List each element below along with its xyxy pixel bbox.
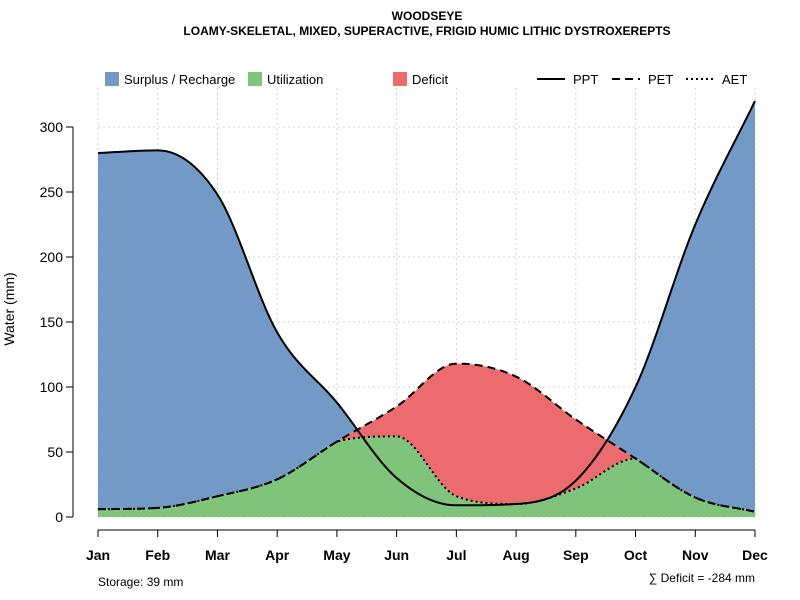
y-tick-label: 300: [40, 119, 64, 135]
storage-note: Storage: 39 mm: [98, 575, 183, 589]
x-tick-label-oct: Oct: [624, 547, 648, 563]
legend-item-deficit: Deficit: [393, 72, 449, 87]
legend-label: PPT: [573, 72, 598, 87]
axes: 0 50 100 150 200 250 300 Jan Feb Mar Apr May Jun Jul A…: [40, 119, 768, 563]
y-tick-label: 100: [40, 379, 64, 395]
y-tick-label: 150: [40, 314, 64, 330]
x-tick-label-dec: Dec: [742, 547, 768, 563]
series-lines: [97, 100, 756, 513]
x-tick-label-sep: Sep: [563, 547, 589, 563]
x-tick-label-jul: Jul: [446, 547, 466, 563]
utilization-area: [98, 436, 755, 517]
y-tick-label: 250: [40, 184, 64, 200]
y-tick-label: 200: [40, 249, 64, 265]
legend-swatch: [248, 72, 262, 86]
legend-swatch: [393, 72, 407, 86]
deficit-note: ∑ Deficit = -284 mm: [649, 571, 755, 585]
deficit-area: [98, 363, 755, 512]
area-fills: [98, 101, 755, 517]
legend-label: PET: [648, 72, 673, 87]
legend-item-pet: PET: [612, 72, 673, 87]
x-tick-label-nov: Nov: [682, 547, 709, 563]
legend-label: Deficit: [412, 72, 449, 87]
legend-item-utilization: Utilization: [248, 72, 323, 87]
y-tick-label: 0: [55, 509, 63, 525]
legend-swatch: [105, 72, 119, 86]
chart-title: WOODSEYE: [392, 9, 463, 23]
legend: Surplus / Recharge Utilization Deficit PPT P…: [105, 72, 747, 87]
line-ppt: [97, 100, 756, 507]
x-tick-label-may: May: [323, 547, 350, 563]
x-tick-label-jun: Jun: [384, 547, 409, 563]
x-tick-label-apr: Apr: [265, 547, 290, 563]
legend-item-aet: AET: [686, 72, 747, 87]
x-tick-label-mar: Mar: [205, 547, 230, 563]
x-tick-label-jan: Jan: [86, 547, 110, 563]
y-axis-label: Water (mm): [1, 272, 17, 345]
legend-label: Utilization: [267, 72, 323, 87]
chart-subtitle: LOAMY-SKELETAL, MIXED, SUPERACTIVE, FRIG…: [183, 24, 670, 38]
x-tick-label-feb: Feb: [145, 547, 170, 563]
x-tick-label-aug: Aug: [502, 547, 529, 563]
legend-item-surplus-recharge: Surplus / Recharge: [105, 72, 235, 87]
legend-label: AET: [722, 72, 747, 87]
surplus-area: [98, 101, 755, 512]
line-pet: [97, 362, 756, 513]
legend-item-ppt: PPT: [537, 72, 598, 87]
legend-label: Surplus / Recharge: [124, 72, 235, 87]
y-tick-label: 50: [47, 444, 63, 460]
